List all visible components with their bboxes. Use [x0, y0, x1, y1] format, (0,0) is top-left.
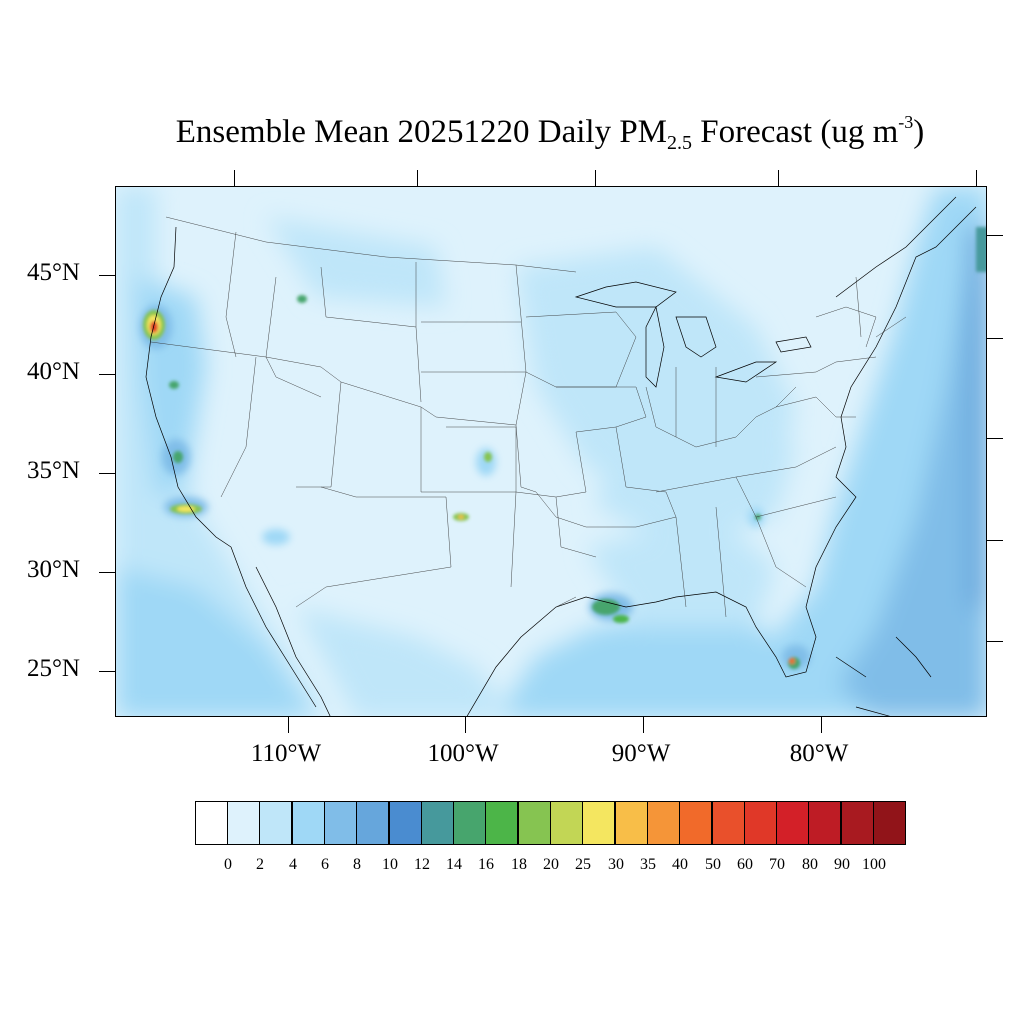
legend-swatch-12 [582, 801, 615, 845]
legend-label: 10 [382, 856, 398, 873]
right-tick [987, 235, 1003, 236]
legend-label: 25 [575, 856, 591, 873]
legend-label: 60 [737, 856, 753, 873]
left-tick [99, 473, 115, 474]
legend-label: 2 [256, 856, 264, 873]
legend-label: 35 [640, 856, 656, 873]
legend-label: 14 [446, 856, 462, 873]
state-borders [150, 216, 907, 618]
legend-label: 6 [321, 856, 329, 873]
legend-swatch-9 [485, 801, 518, 845]
lat-label-30n: 30°N [26, 556, 80, 583]
legend-swatch-14 [647, 801, 680, 845]
map-title: Ensemble Mean 20251220 Daily PM2.5 Forec… [175, 112, 925, 154]
right-tick [987, 641, 1003, 642]
coastlines [145, 196, 977, 716]
legend-label: 16 [478, 856, 494, 873]
lat-label-25n: 25°N [26, 655, 80, 682]
top-tick [976, 170, 977, 186]
top-tick [778, 170, 779, 186]
legend-swatch-5 [356, 801, 389, 845]
legend-label: 4 [289, 856, 297, 873]
legend-label: 8 [353, 856, 361, 873]
left-tick [99, 671, 115, 672]
legend-label: 12 [414, 856, 430, 873]
pm25-map [115, 186, 987, 717]
legend-swatch-4 [324, 801, 357, 845]
right-tick [987, 540, 1003, 541]
left-tick [99, 275, 115, 276]
top-tick [234, 170, 235, 186]
legend-label: 0 [224, 856, 232, 873]
legend-label: 30 [608, 856, 624, 873]
legend-swatch-1 [227, 801, 260, 845]
right-tick [987, 338, 1003, 339]
lon-label-80w: 80°W [789, 740, 849, 767]
legend-swatch-2 [259, 801, 292, 845]
lon-label-90w: 90°W [611, 740, 671, 767]
legend-swatch-6 [389, 801, 422, 845]
legend-label: 40 [672, 856, 688, 873]
legend-label: 70 [769, 856, 785, 873]
bottom-tick [643, 717, 644, 733]
legend-label: 20 [543, 856, 559, 873]
legend-swatch-0 [195, 801, 228, 845]
legend-swatch-11 [550, 801, 583, 845]
lat-label-40n: 40°N [26, 358, 80, 385]
legend-swatch-17 [744, 801, 777, 845]
legend-swatch-10 [518, 801, 551, 845]
top-tick [595, 170, 596, 186]
legend-swatch-16 [712, 801, 745, 845]
legend-label: 18 [511, 856, 527, 873]
legend-swatch-19 [808, 801, 841, 845]
legend-swatch-18 [776, 801, 809, 845]
legend-swatch-13 [615, 801, 648, 845]
left-tick [99, 374, 115, 375]
legend-swatch-3 [292, 801, 325, 845]
top-tick [417, 170, 418, 186]
lon-label-110w: 110°W [250, 740, 322, 767]
legend-swatch-7 [421, 801, 454, 845]
lat-label-35n: 35°N [26, 457, 80, 484]
bottom-tick [288, 717, 289, 733]
lon-label-100w: 100°W [427, 740, 499, 767]
right-tick [987, 438, 1003, 439]
legend-swatch-20 [841, 801, 874, 845]
legend-label: 80 [802, 856, 818, 873]
legend-label: 50 [705, 856, 721, 873]
left-tick [99, 572, 115, 573]
legend-swatch-8 [453, 801, 486, 845]
legend-swatch-15 [679, 801, 712, 845]
legend-swatch-21 [873, 801, 906, 845]
legend-label: 90 [834, 856, 850, 873]
bottom-tick [821, 717, 822, 733]
lat-label-45n: 45°N [26, 259, 80, 286]
bottom-tick [465, 717, 466, 733]
legend-label: 100 [862, 856, 886, 873]
